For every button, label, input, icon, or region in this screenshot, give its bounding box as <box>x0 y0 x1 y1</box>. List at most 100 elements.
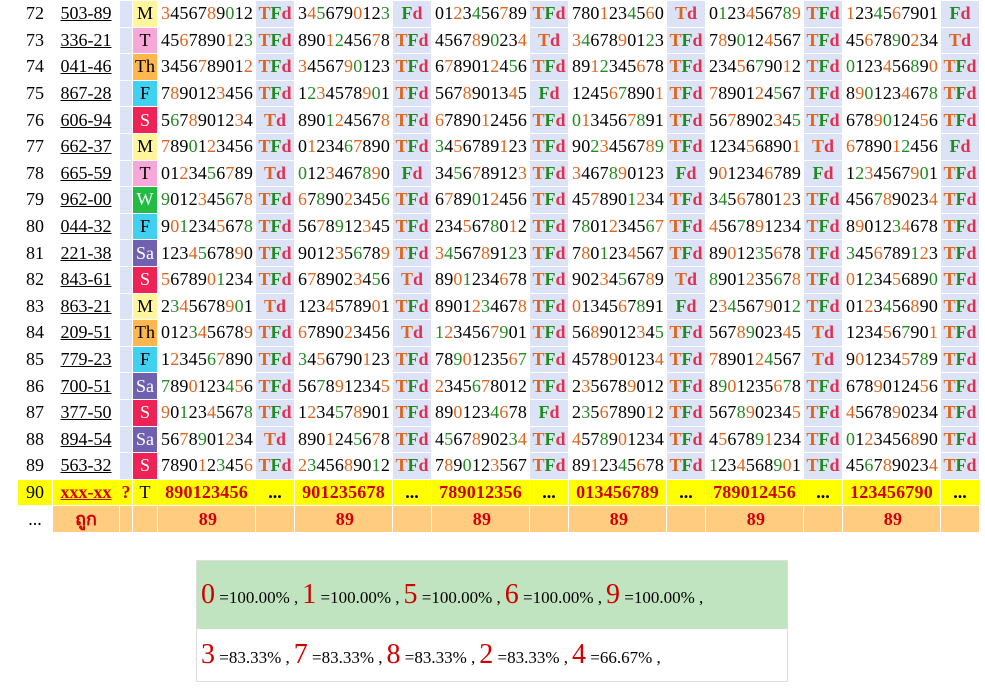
table-row: 84 209-51 Th 0123456789 TFd 6789023456 Td 12345… <box>17 319 980 347</box>
blank-cell <box>119 239 133 267</box>
number-set-cell: 8901234678 <box>842 79 941 108</box>
result-code-cell: 779-23 <box>52 345 120 374</box>
footer-count: 89 <box>705 505 804 533</box>
day-badge: F <box>132 212 158 241</box>
result-cell: TFd <box>940 345 980 374</box>
result-code-link[interactable]: 843-61 <box>60 269 112 290</box>
digit-value: 3 <box>201 639 215 670</box>
result-code-link[interactable]: 894-54 <box>60 428 112 449</box>
day-badge: F <box>132 345 158 374</box>
result-code-link[interactable]: 503-89 <box>60 3 112 24</box>
result-code-link[interactable]: xxx-xx <box>60 481 112 502</box>
number-set-cell: 1234567890 <box>157 239 256 267</box>
result-cell: TFd <box>529 159 569 188</box>
result-cell: TFd <box>666 452 706 480</box>
result-code-link[interactable]: 962-00 <box>60 189 112 210</box>
result-code-cell: 503-89 <box>52 0 120 28</box>
digit-stats-box: 0 =100.00% ,1 =100.00% ,5 =100.00% ,6 =1… <box>196 560 788 682</box>
result-code-link[interactable]: 662-37 <box>60 136 112 157</box>
result-cell: Td <box>803 132 843 161</box>
row-number: 89 <box>17 452 53 480</box>
number-set-cell: 8901235678 <box>705 239 804 267</box>
result-code-link[interactable]: 700-51 <box>60 375 112 396</box>
result-cell: TFd <box>255 345 295 374</box>
result-code-link[interactable]: 863-21 <box>60 295 112 316</box>
day-badge: M <box>132 132 158 161</box>
result-cell: TFd <box>666 106 706 134</box>
result-code-cell: 863-21 <box>52 292 120 321</box>
number-set-cell: 8901235678 <box>705 265 804 294</box>
row-number: 86 <box>17 372 53 400</box>
result-code-link[interactable]: 209-51 <box>60 322 112 343</box>
row-number: 74 <box>17 53 53 81</box>
number-set-cell: 9023456789 <box>568 265 667 294</box>
result-code-cell: 665-59 <box>52 159 120 188</box>
result-code-link[interactable]: 336-21 <box>60 29 112 50</box>
result-cell: Fd <box>803 159 843 188</box>
number-set-cell: 9023456789 <box>568 132 667 161</box>
number-set-cell: 8901234678 <box>431 398 530 427</box>
number-set-cell: 7890123456 <box>157 132 256 161</box>
result-code-link[interactable]: 221-38 <box>60 242 112 263</box>
result-code-cell: 563-32 <box>52 452 120 480</box>
number-set-cell: 1245678901 <box>568 79 667 108</box>
result-cell: Fd <box>392 0 432 28</box>
number-set-cell: 0123456789 <box>157 319 256 347</box>
number-set-cell: 4578901234 <box>568 186 667 214</box>
number-set-cell: 0123456890 <box>842 292 941 321</box>
result-code-cell: 336-21 <box>52 26 120 55</box>
result-code-link[interactable]: 377-50 <box>60 402 112 423</box>
blank-cell <box>119 79 133 108</box>
number-set-cell: 5678902345 <box>705 106 804 134</box>
result-cell: ... <box>666 478 706 507</box>
result-cell: TFd <box>392 292 432 321</box>
row-number: 82 <box>17 265 53 294</box>
result-code-cell: xxx-xx <box>52 478 120 507</box>
digit-percent: =100.00% <box>620 588 695 607</box>
table-row: 75 867-28 F 7890123456 TFd 1234578901 TFd 56789… <box>17 79 980 108</box>
result-cell: TFd <box>803 0 843 28</box>
result-cell: TFd <box>392 53 432 81</box>
number-set-cell: 4567890234 <box>431 425 530 454</box>
blank-cell <box>803 505 843 533</box>
number-set-cell: 3456789123 <box>431 132 530 161</box>
result-cell: TFd <box>529 53 569 81</box>
result-cell: TFd <box>666 53 706 81</box>
result-cell: TFd <box>392 26 432 55</box>
digit-stat: 5 =100.00% , <box>403 579 501 610</box>
result-cell: TFd <box>803 186 843 214</box>
result-code-link[interactable]: 041-46 <box>60 56 112 77</box>
result-cell: TFd <box>255 212 295 241</box>
row-number: 73 <box>17 26 53 55</box>
result-cell: TFd <box>392 239 432 267</box>
result-code-link[interactable]: 044-32 <box>60 216 112 237</box>
number-set-cell: 5678901234 <box>157 265 256 294</box>
blank-cell <box>119 372 133 400</box>
number-set-cell: 8901235678 <box>705 372 804 400</box>
result-code-link[interactable]: 563-32 <box>60 455 112 476</box>
result-code-cell: 209-51 <box>52 319 120 347</box>
result-cell: Td <box>803 319 843 347</box>
result-cell: TFd <box>940 79 980 108</box>
number-set-cell: 1234568901 <box>705 132 804 161</box>
result-code-link[interactable]: 779-23 <box>60 349 112 370</box>
result-code-link[interactable]: 867-28 <box>60 83 112 104</box>
day-badge: S <box>132 265 158 294</box>
number-set-cell: 6789012456 <box>842 372 941 400</box>
digit-value: 1 <box>302 579 317 610</box>
result-cell: TFd <box>940 292 980 321</box>
footer-label: ถูก <box>52 505 120 533</box>
result-cell: TFd <box>392 452 432 480</box>
result-cell: Fd <box>666 292 706 321</box>
number-set-cell: 6789012456 <box>431 106 530 134</box>
result-cell: TFd <box>255 239 295 267</box>
result-code-link[interactable]: 665-59 <box>60 162 112 183</box>
number-set-cell: 7801234567 <box>568 239 667 267</box>
row-number: 83 <box>17 292 53 321</box>
result-code-link[interactable]: 606-94 <box>60 109 112 130</box>
result-cell: TFd <box>803 452 843 480</box>
result-cell: TFd <box>666 425 706 454</box>
day-badge: S <box>132 106 158 134</box>
number-set-cell: 4578901234 <box>568 425 667 454</box>
number-set-cell: 3456789123 <box>431 159 530 188</box>
